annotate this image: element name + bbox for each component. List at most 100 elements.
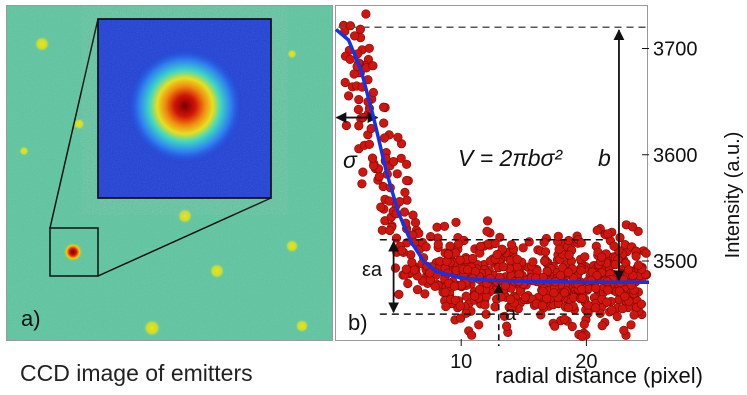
data-point xyxy=(412,285,423,295)
data-point xyxy=(483,216,493,226)
data-point xyxy=(636,299,647,309)
panel-a-label: a) xyxy=(21,306,41,331)
data-point xyxy=(420,289,430,299)
data-point xyxy=(602,297,612,307)
data-point xyxy=(612,311,622,322)
data-point xyxy=(451,217,461,227)
data-point xyxy=(341,120,351,131)
data-point xyxy=(624,265,634,275)
data-point xyxy=(603,285,613,295)
data-point xyxy=(433,239,443,249)
data-point xyxy=(401,175,412,186)
data-point xyxy=(577,284,587,295)
data-point xyxy=(354,121,364,131)
data-point xyxy=(542,293,552,304)
data-point xyxy=(470,291,480,301)
data-point xyxy=(430,281,440,292)
data-point xyxy=(463,265,473,275)
data-point xyxy=(580,252,590,262)
data-point xyxy=(425,232,436,242)
b-label: b xyxy=(598,145,611,171)
data-point xyxy=(455,255,465,265)
data-point xyxy=(559,314,569,324)
fit-curve xyxy=(335,28,649,285)
data-point xyxy=(626,320,636,330)
data-point xyxy=(345,54,355,65)
data-point xyxy=(641,248,651,258)
data-point xyxy=(617,304,628,314)
y-tick-label: 3500 xyxy=(653,251,698,273)
data-point xyxy=(512,254,522,264)
data-point xyxy=(403,278,413,289)
data-point xyxy=(440,287,450,297)
panel-b-label: b) xyxy=(348,310,368,335)
epsilon-label: εa xyxy=(362,259,383,281)
data-point xyxy=(385,225,395,236)
emitter-spot xyxy=(177,208,193,224)
data-point xyxy=(476,241,486,251)
data-point xyxy=(505,294,516,304)
data-point xyxy=(350,31,360,41)
data-point xyxy=(619,325,629,336)
data-point xyxy=(474,320,484,330)
y-axis-label: Intensity (a.u.) xyxy=(722,132,744,259)
data-point xyxy=(345,21,355,31)
data-point xyxy=(357,179,367,189)
data-point xyxy=(480,300,490,310)
emitter-spot xyxy=(285,239,299,253)
sigma-label: σ xyxy=(343,147,358,173)
data-point xyxy=(388,157,399,167)
data-point xyxy=(628,222,638,232)
formula: V = 2πbσ² xyxy=(458,145,563,171)
data-point xyxy=(468,253,478,264)
data-point xyxy=(563,302,573,313)
zoom-line xyxy=(97,197,272,277)
data-point xyxy=(379,133,390,143)
data-point xyxy=(592,225,602,235)
data-point xyxy=(379,118,389,128)
data-point xyxy=(554,244,564,254)
data-point xyxy=(453,239,464,249)
emitter-spot xyxy=(34,36,50,52)
data-point xyxy=(563,267,573,278)
data-point xyxy=(455,301,465,311)
data-point xyxy=(340,77,350,88)
data-point xyxy=(402,195,412,205)
data-point xyxy=(528,257,538,267)
data-point xyxy=(490,238,500,249)
data-point xyxy=(408,210,418,220)
data-point xyxy=(439,221,450,231)
data-point xyxy=(500,281,510,291)
emitter-spot xyxy=(295,319,309,333)
ccd-caption: CCD image of emitters xyxy=(20,360,253,386)
data-point xyxy=(445,241,455,251)
data-point xyxy=(591,283,601,293)
data-point xyxy=(425,268,435,278)
data-point xyxy=(355,24,365,34)
data-point xyxy=(368,87,379,98)
data-point xyxy=(391,233,402,243)
data-point xyxy=(394,289,404,300)
y-tick-label: 3700 xyxy=(653,39,698,61)
ccd-image-panel: a) xyxy=(6,5,333,341)
data-point xyxy=(461,308,471,318)
data-point xyxy=(560,288,570,298)
intensity-plot-panel: 10 20 3500 3600 3700 radial distance (pixel)… xyxy=(335,5,744,388)
data-point xyxy=(407,257,417,268)
emitter-spot xyxy=(73,118,85,130)
data-point xyxy=(577,331,587,342)
data-point xyxy=(498,262,508,272)
data-point xyxy=(461,291,471,301)
data-point xyxy=(364,139,375,149)
data-point xyxy=(421,242,431,252)
data-point xyxy=(631,251,641,261)
data-point xyxy=(482,226,492,236)
data-point xyxy=(597,252,607,262)
data-point xyxy=(564,235,574,246)
data-point xyxy=(597,321,607,331)
data-point xyxy=(392,169,402,179)
data-point xyxy=(401,159,412,169)
data-point xyxy=(609,241,619,251)
data-point xyxy=(449,281,459,291)
inset-border xyxy=(97,18,272,199)
